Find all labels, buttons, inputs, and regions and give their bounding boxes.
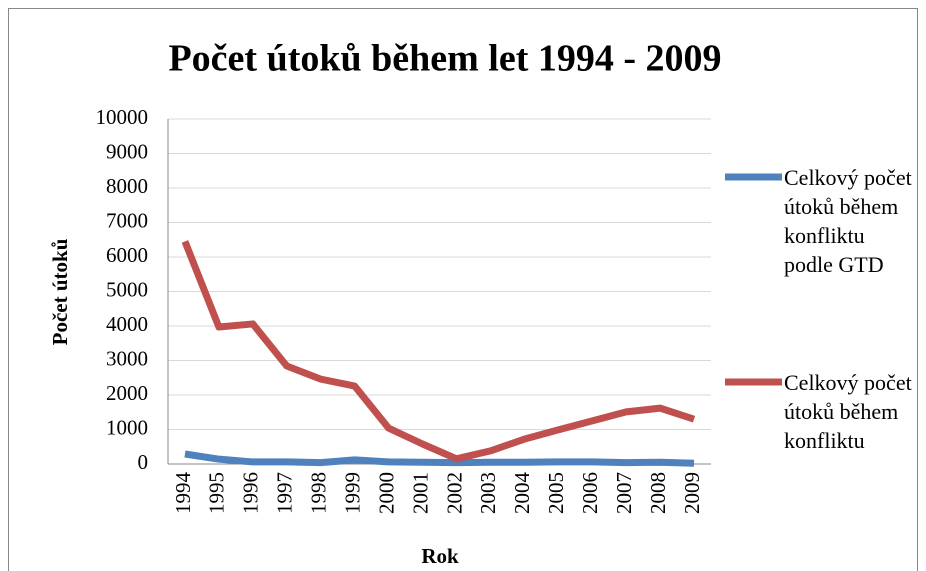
x-tick-label: 2002 xyxy=(442,472,466,514)
series-line xyxy=(184,450,695,467)
x-tick-label: 1995 xyxy=(205,472,229,514)
y-tick-label: 10000 xyxy=(96,105,149,129)
y-tick-label: 9000 xyxy=(106,139,148,163)
x-tick-label: 1999 xyxy=(340,472,364,514)
y-axis-label: Počet útoků xyxy=(48,238,72,345)
y-tick-label: 5000 xyxy=(106,277,148,301)
x-tick-label: 2005 xyxy=(544,472,568,514)
y-tick-label: 3000 xyxy=(106,346,148,370)
x-tick-label: 2003 xyxy=(476,472,500,514)
chart-border xyxy=(8,8,918,571)
legend-label: Celkový počet útoků během konfliktu podl… xyxy=(784,165,912,277)
x-tick-label: 1997 xyxy=(273,472,297,514)
x-tick-label: 1994 xyxy=(171,472,195,515)
x-tick-label: 1996 xyxy=(239,472,263,514)
y-tick-label: 4000 xyxy=(106,312,148,336)
y-tick-label: 7000 xyxy=(106,208,148,232)
y-tick-label: 8000 xyxy=(106,174,148,198)
x-tick-label: 2000 xyxy=(374,472,398,514)
x-tick-label: 2006 xyxy=(578,472,602,514)
y-tick-label: 2000 xyxy=(106,381,148,405)
x-tick-label: 2009 xyxy=(680,472,704,514)
x-tick-label: 2008 xyxy=(646,472,670,514)
y-tick-label: 1000 xyxy=(106,415,148,439)
x-tick-label: 1998 xyxy=(307,472,331,514)
x-tick-label: 2004 xyxy=(510,472,534,515)
x-axis-label: Rok xyxy=(421,544,459,568)
legend-label: Celkový počet útoků během konfliktu xyxy=(784,370,912,453)
x-tick-label: 2001 xyxy=(408,472,432,514)
y-tick-label: 0 xyxy=(138,450,149,474)
chart-title: Počet útoků během let 1994 - 2009 xyxy=(168,38,721,80)
y-tick-label: 6000 xyxy=(106,243,148,267)
x-tick-label: 2007 xyxy=(612,472,636,514)
series-line xyxy=(181,240,696,463)
